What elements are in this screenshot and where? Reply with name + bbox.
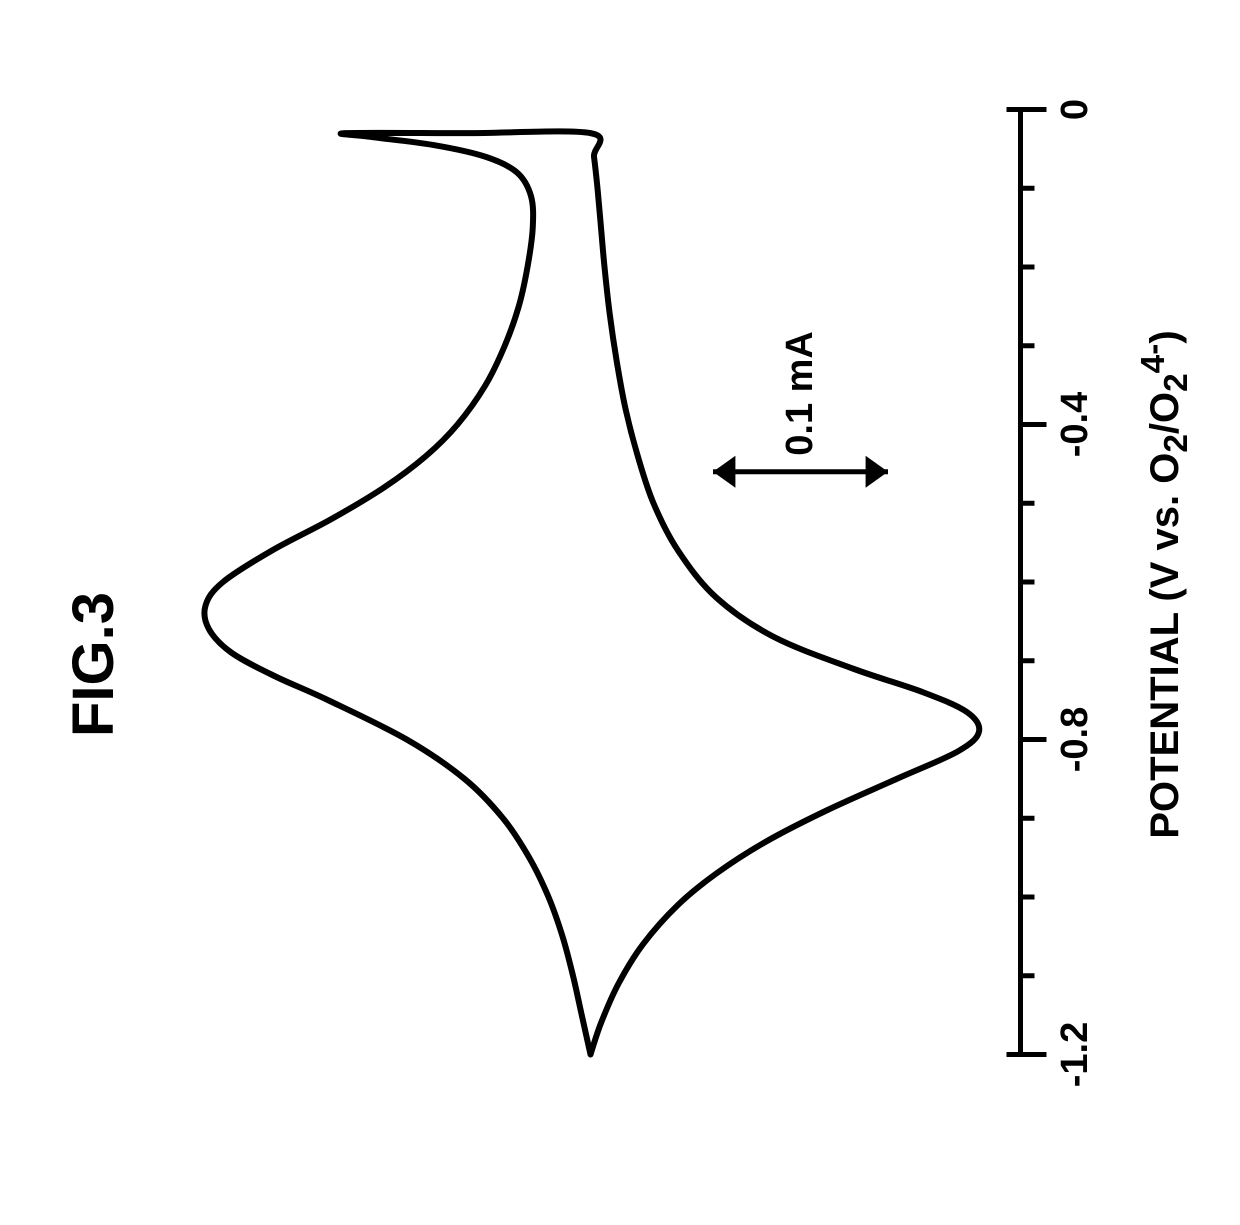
axis-label-sub1: 2: [1158, 434, 1195, 453]
cv-plot: [16, 0, 1225, 1225]
x-axis: [1007, 110, 1047, 1055]
x-tick-label: 0: [1054, 99, 1097, 120]
axis-label-suffix: ): [1143, 330, 1187, 343]
axis-label-prefix: POTENTIAL (V vs. O: [1143, 453, 1187, 839]
current-scalebar: [713, 456, 888, 488]
cv-curve: [204, 131, 979, 1054]
x-tick-label: -0.4: [1054, 392, 1097, 457]
x-tick-label: -0.8: [1054, 707, 1097, 772]
x-tick-label: -1.2: [1054, 1022, 1097, 1087]
x-axis-label: POTENTIAL (V vs. O2/O24-): [1135, 330, 1196, 838]
axis-label-sub2: 2: [1158, 373, 1195, 392]
axis-label-mid: /O: [1143, 392, 1187, 434]
scalebar-label: 0.1 mA: [779, 331, 822, 456]
axis-label-sup: 4-: [1135, 344, 1172, 374]
